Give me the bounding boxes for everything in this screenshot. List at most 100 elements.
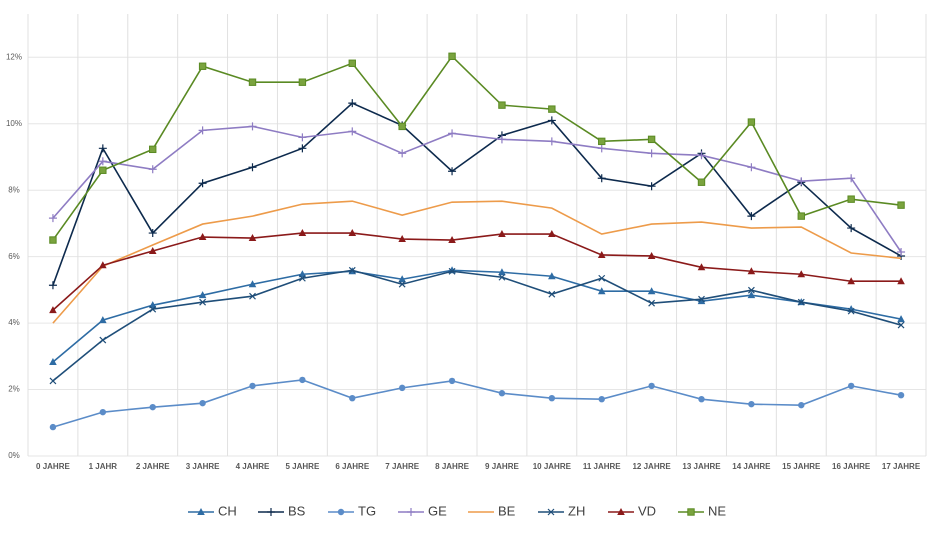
point — [747, 291, 756, 299]
point — [548, 230, 556, 238]
point — [798, 401, 805, 409]
point — [248, 163, 257, 172]
point — [98, 157, 107, 166]
legend-marker — [547, 508, 555, 516]
point — [498, 273, 506, 281]
point — [647, 182, 656, 191]
legend-item: TG — [328, 503, 376, 518]
y-tick-label: 2% — [8, 385, 20, 394]
point — [298, 229, 307, 237]
point — [149, 403, 156, 411]
point — [597, 287, 606, 295]
point — [897, 391, 905, 399]
x-tick-label: 15 JAHRE — [782, 462, 821, 471]
point — [99, 166, 107, 174]
point — [448, 267, 456, 275]
x-tick-label: 6 JAHRE — [335, 462, 369, 471]
point — [698, 395, 705, 403]
point — [597, 144, 606, 153]
point — [847, 195, 855, 203]
series-line — [52, 200, 902, 324]
series-line — [52, 102, 902, 286]
series-line — [52, 269, 902, 363]
point — [298, 133, 307, 142]
point — [498, 101, 506, 109]
point — [298, 274, 306, 282]
point — [847, 174, 856, 183]
point — [248, 78, 257, 86]
series-line — [52, 379, 902, 428]
point — [498, 230, 506, 238]
legend-item: BS — [258, 503, 306, 518]
point — [547, 137, 556, 146]
point — [248, 122, 257, 131]
point — [548, 394, 556, 402]
y-tick-label: 8% — [8, 185, 20, 194]
x-tick-label: 5 JAHRE — [285, 462, 319, 471]
series-line — [52, 269, 902, 382]
point — [498, 390, 506, 397]
point — [847, 224, 856, 233]
point — [99, 408, 107, 416]
point — [847, 277, 855, 285]
point — [548, 272, 556, 280]
x-tick-label: 12 JAHRE — [632, 462, 671, 471]
point — [49, 377, 57, 385]
legend-label: GE — [428, 503, 447, 518]
legend-marker — [617, 508, 625, 515]
point — [547, 116, 556, 125]
point — [448, 52, 456, 60]
point — [497, 135, 506, 144]
point — [348, 229, 357, 237]
x-tick-label: 4 JAHRE — [236, 462, 270, 471]
point — [299, 376, 306, 384]
point — [198, 233, 207, 241]
series-line — [52, 125, 902, 253]
point — [647, 149, 656, 158]
x-tick-label: 0 JAHRE — [36, 462, 70, 471]
point — [847, 382, 855, 390]
point — [349, 394, 356, 402]
legend-label: BS — [288, 503, 306, 518]
legend-marker — [337, 508, 345, 516]
point — [897, 277, 905, 285]
legend-item: BE — [468, 503, 516, 518]
point — [248, 234, 257, 242]
point — [148, 165, 157, 174]
y-tick-label: 10% — [6, 119, 22, 128]
point — [398, 384, 406, 392]
point — [249, 292, 256, 300]
point — [647, 287, 656, 295]
point — [48, 214, 57, 223]
x-tick-label: 7 JAHRE — [385, 462, 419, 471]
point — [697, 297, 706, 305]
point — [448, 377, 456, 385]
point — [49, 236, 57, 244]
point — [298, 78, 307, 86]
x-tick-label: 16 JAHRE — [832, 462, 871, 471]
point — [148, 246, 157, 254]
point — [598, 274, 606, 282]
x-tick-label: 9 JAHRE — [485, 462, 519, 471]
legend-item: NE — [678, 503, 726, 518]
point — [747, 286, 755, 294]
point — [198, 179, 207, 188]
point — [797, 270, 806, 278]
point — [797, 212, 805, 220]
legend-label: CH — [218, 503, 237, 518]
point — [847, 307, 855, 315]
legend-item: CH — [188, 503, 237, 518]
series-line — [52, 55, 902, 241]
point — [897, 247, 906, 256]
x-tick-label: 13 JAHRE — [682, 462, 721, 471]
point — [747, 212, 756, 221]
point — [248, 280, 257, 288]
x-tick-label: 1 JAHR — [89, 462, 118, 471]
point — [48, 281, 57, 290]
point — [548, 105, 556, 113]
x-tick-label: 14 JAHRE — [732, 462, 771, 471]
point — [398, 235, 406, 243]
point — [398, 149, 407, 158]
